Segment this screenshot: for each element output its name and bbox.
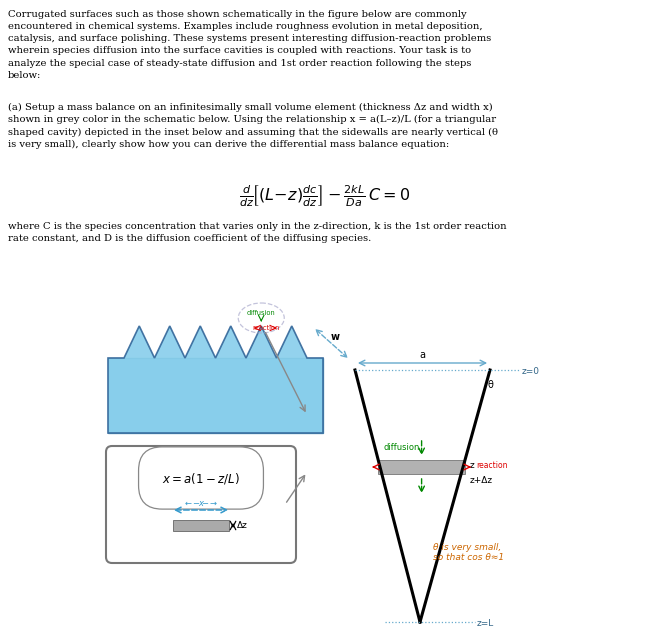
Bar	[173, 520, 229, 531]
Text: (a) Setup a mass balance on an infinitesimally small volume element (thickness Δ: (a) Setup a mass balance on an infinites…	[8, 103, 498, 149]
Text: z: z	[470, 461, 475, 470]
Text: z+Δz: z+Δz	[470, 476, 493, 485]
Text: Corrugated surfaces such as those shown schematically in the figure below are co: Corrugated surfaces such as those shown …	[8, 10, 492, 80]
Bar	[378, 460, 465, 474]
Polygon shape	[108, 326, 323, 433]
Text: diffusion: diffusion	[383, 443, 420, 452]
Text: z=L: z=L	[477, 619, 494, 627]
Text: $\frac{d}{dz}\!\left[(L\!-\!z)\frac{dc}{dz}\right]-\frac{2kL}{Da}\,C=0$: $\frac{d}{dz}\!\left[(L\!-\!z)\frac{dc}{…	[240, 183, 411, 209]
Text: diffusion: diffusion	[247, 310, 275, 316]
Text: z=0: z=0	[522, 366, 540, 375]
FancyBboxPatch shape	[106, 446, 296, 563]
Text: θ: θ	[487, 380, 493, 390]
Text: reaction: reaction	[253, 325, 280, 331]
Text: where C is the species concentration that varies only in the z-direction, k is t: where C is the species concentration tha…	[8, 222, 506, 243]
Text: a: a	[419, 350, 426, 360]
Text: θ is very small,
so that cos θ≈1: θ is very small, so that cos θ≈1	[433, 543, 504, 562]
Text: $\leftarrow\!\!-\!\! x\!\! -\!\!\rightarrow$: $\leftarrow\!\!-\!\! x\!\! -\!\!\rightar…	[184, 499, 219, 508]
Bar	[108, 358, 323, 433]
Text: $x = a(1-z/L)$: $x = a(1-z/L)$	[162, 471, 240, 485]
Text: Δz: Δz	[237, 521, 248, 530]
Text: reaction: reaction	[476, 461, 508, 471]
Text: w: w	[331, 332, 340, 342]
